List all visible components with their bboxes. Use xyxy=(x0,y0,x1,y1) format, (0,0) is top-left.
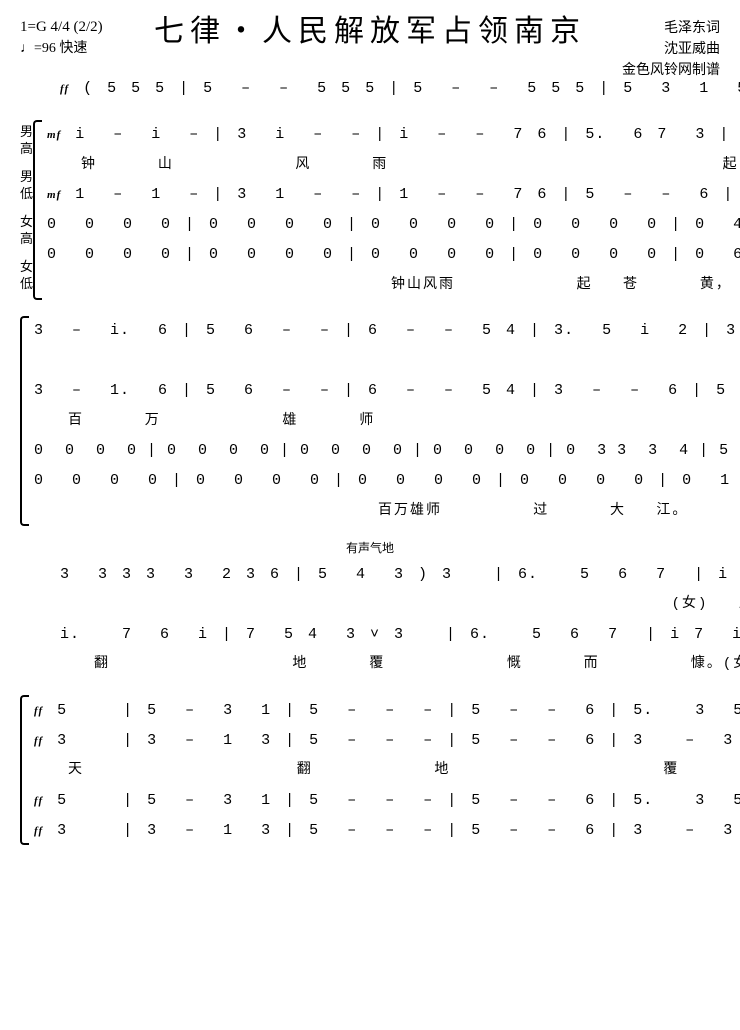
credit-composer: 沈亚威曲 xyxy=(622,39,720,60)
female-low-notes: 0 0 0 0 | 0 0 0 0 | 0 0 0 0 | 0 0 0 0 | … xyxy=(41,245,740,265)
intro-system: ff ( 5 5 5 | 5 ‒ ‒ 5 5 5 | 5 ‒ ‒ 5 5 5 |… xyxy=(20,74,720,104)
s4-r3: ff 5 | 5 ‒ 3 1 | 5 ‒ ‒ ‒ | 5 ‒ ‒ 6 | 5. … xyxy=(28,791,740,811)
lyrics-line-2: 钟山风雨 起 苍 黄， xyxy=(41,276,740,294)
s2-row2: 3 ‒ 1. 6 | 5 6 ‒ ‒ | 6 ‒ ‒ 5 4 | 3 ‒ ‒ 6… xyxy=(28,381,740,401)
male-high-notes: mf i ‒ i ‒ | 3 i ‒ ‒ | i ‒ ‒ 7 6 | 5. 6 … xyxy=(41,125,740,145)
s3-lyr1: (女) 虎 踞 龙 盘 今 胜 昔,(男)天 xyxy=(54,595,740,613)
expression-mark: 有声气地 xyxy=(20,542,720,558)
s2-lyr1: 大 江。 xyxy=(28,352,740,370)
credit-engraver: 金色风铃网制谱 xyxy=(622,60,720,81)
s2-lyr2: 百 万 雄 师 过 大 江。 xyxy=(28,412,740,430)
title: 七律・人民解放军占领南京 xyxy=(20,12,720,51)
part-label-female-low: 女低 xyxy=(20,260,33,294)
s3-lyr2: 翻 地 覆 慨 而 慷。(女)虎 踞 龙 盘 今 胜 昔， xyxy=(54,655,740,673)
s4-r2: ff 3 | 3 ‒ 1 3 | 5 ‒ ‒ ‒ | 5 ‒ ‒ 6 | 3 ‒… xyxy=(28,731,740,751)
s3-l2: i. 7 6 i | 7 5 4 3 ˅ 3 | 6. 5 6 7 | i 7 … xyxy=(54,625,740,645)
system-brace xyxy=(33,120,41,300)
credits: 毛泽东词 沈亚威曲 金色风铃网制谱 xyxy=(622,18,720,81)
s2-row1: 3 ‒ i. 6 | 5 6 ‒ ‒ | 6 ‒ ‒ 5 4 | 3. 5 i … xyxy=(28,321,740,341)
s4-r4: ff 3 | 3 ‒ 1 3 | 5 ‒ ‒ ‒ | 5 ‒ ‒ 6 | 3 ‒… xyxy=(28,821,740,841)
s2-lyr3: 百万雄师 过 大 江。 xyxy=(28,502,740,520)
system-brace xyxy=(20,316,28,526)
system-4: ff 5 | 5 ‒ 3 1 | 5 ‒ ‒ ‒ | 5 ‒ ‒ 6 | 5. … xyxy=(20,695,720,845)
lyrics-line-1: 钟 山 风 雨 起 苍 黄， xyxy=(41,156,740,174)
part-label-female-high: 女高 xyxy=(20,215,33,249)
intro-notes: ff ( 5 5 5 | 5 ‒ ‒ 5 5 5 | 5 ‒ ‒ 5 5 5 |… xyxy=(54,79,740,99)
credit-lyricist: 毛泽东词 xyxy=(622,18,720,39)
female-high-notes: 0 0 0 0 | 0 0 0 0 | 0 0 0 0 | 0 0 0 0 | … xyxy=(41,215,740,235)
system-2: 3 ‒ i. 6 | 5 6 ‒ ‒ | 6 ‒ ‒ 5 4 | 3. 5 i … xyxy=(20,316,720,526)
s2-row3: 0 0 0 0 | 0 0 0 0 | 0 0 0 0 | 0 0 0 0 | … xyxy=(28,441,740,461)
s2-row4: 0 0 0 0 | 0 0 0 0 | 0 0 0 0 | 0 0 0 0 | … xyxy=(28,471,740,491)
male-low-notes: mf 1 ‒ 1 ‒ | 3 1 ‒ ‒ | 1 ‒ ‒ 7 6 | 5 ‒ ‒… xyxy=(41,185,740,205)
system-3: 有声气地 3 3 3 3 3 2 3 6 | 5 4 3 ) 3 | 6. 5 … xyxy=(20,542,720,680)
system-brace xyxy=(20,695,28,845)
s4-lyr: 天 翻 地 覆 慨 而 xyxy=(28,761,740,779)
s4-r1: ff 5 | 5 ‒ 3 1 | 5 ‒ ‒ ‒ | 5 ‒ ‒ 6 | 5. … xyxy=(28,701,740,721)
s3-l1: 3 3 3 3 3 2 3 6 | 5 4 3 ) 3 | 6. 5 6 7 |… xyxy=(54,565,740,585)
part-label-male-high: 男高 xyxy=(20,125,33,159)
part-label-male-low: 男低 xyxy=(20,170,33,204)
sheet-header: 1=G 4/4 (2/2) ♩=96 快速 七律・人民解放军占领南京 毛泽东词 … xyxy=(20,18,720,58)
system-1: 男高 男低 女高 女低 mf i ‒ i ‒ | 3 i ‒ ‒ | i ‒ ‒… xyxy=(20,120,720,300)
